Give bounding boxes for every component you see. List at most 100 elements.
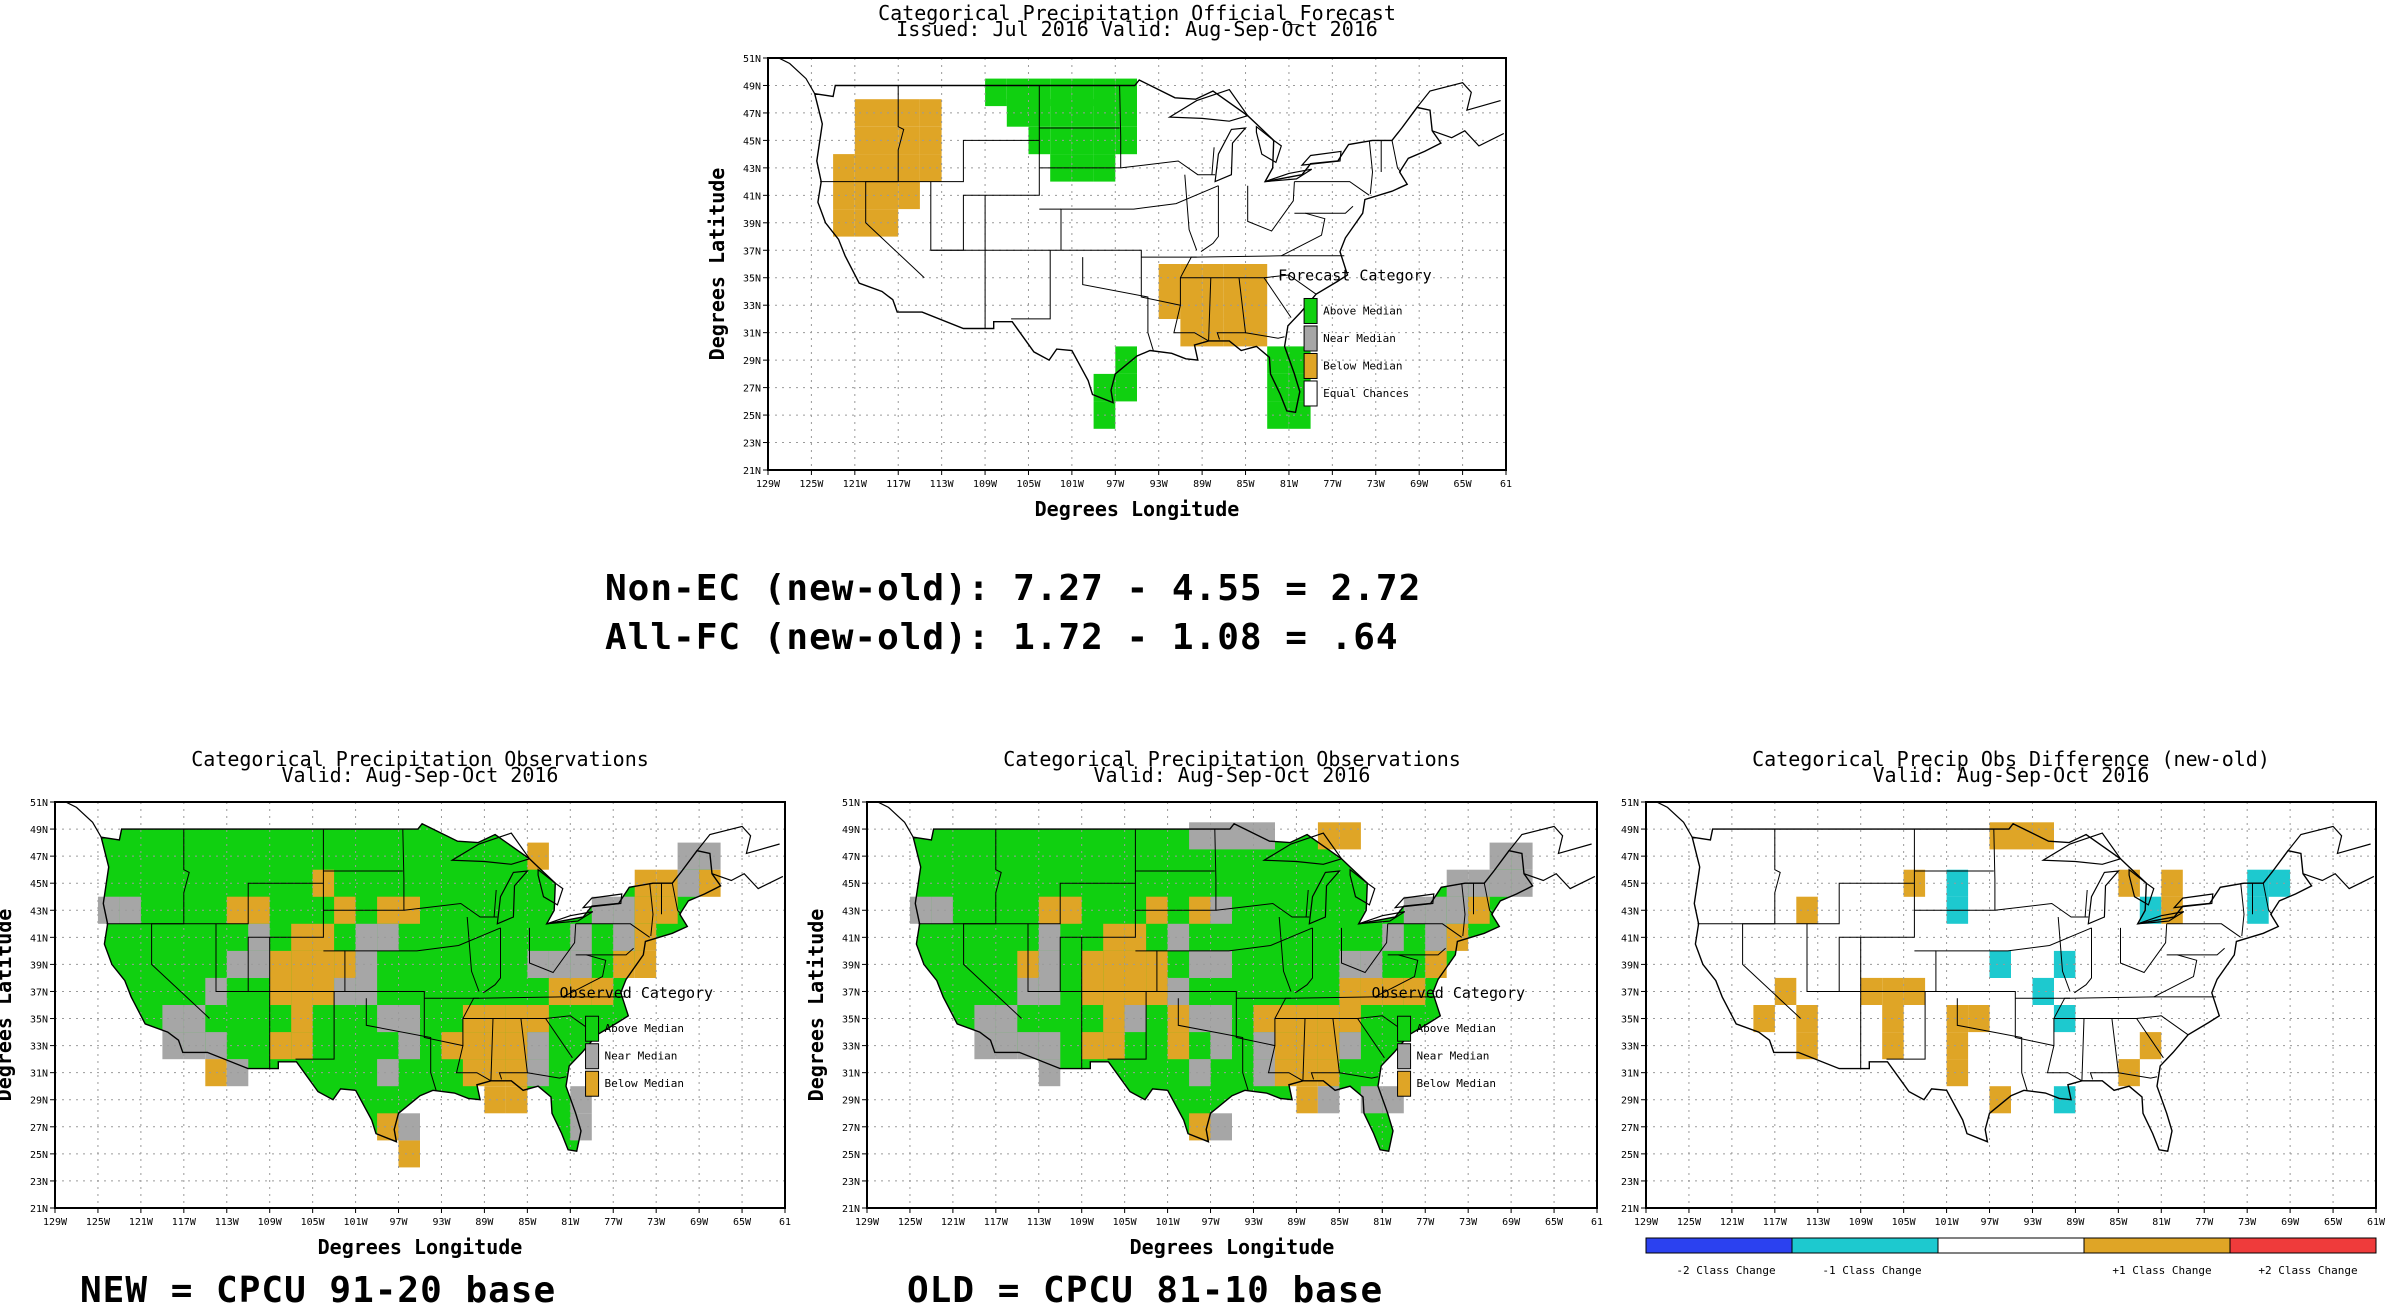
grid-cell-near	[355, 923, 378, 951]
grid-cell-near	[183, 1005, 206, 1033]
great-lake	[2041, 832, 2122, 865]
state-border	[930, 85, 1040, 251]
state-border	[1295, 927, 1313, 994]
state-border	[2166, 923, 2241, 938]
legend-swatch-above	[1303, 297, 1318, 324]
x-tick-label: 129W	[855, 1217, 880, 1228]
y-tick-label: 31N	[743, 329, 761, 340]
y-tick-label: 45N	[743, 136, 761, 147]
great-lake	[2137, 911, 2185, 925]
us-outline	[100, 822, 722, 1152]
y-tick-label: 31N	[30, 1069, 48, 1080]
x-tick-label: 81W	[1373, 1217, 1392, 1228]
great-lake	[1264, 168, 1313, 183]
y-tick-label: 51N	[30, 798, 48, 809]
state-border	[2046, 1045, 2083, 1082]
state-border	[1697, 882, 1915, 925]
great-lake	[1308, 870, 1341, 925]
y-tick-label: 35N	[842, 1015, 860, 1026]
y-tick-label: 35N	[1621, 1015, 1639, 1026]
map-group	[1646, 802, 2376, 1208]
grid-cell-plus1	[1989, 822, 2011, 850]
grid-cell-near	[377, 1059, 399, 1087]
great-lake	[546, 911, 594, 925]
grid-cell-below	[1223, 291, 1246, 319]
x-tick-label: 93W	[2023, 1217, 2042, 1228]
state-border	[424, 996, 625, 999]
y-tick-label: 41N	[1621, 933, 1639, 944]
x-tick-label: 109W	[1849, 1217, 1874, 1228]
state-border	[215, 829, 324, 992]
state-border	[151, 829, 210, 1019]
state-border	[1294, 181, 1370, 196]
all-fc-statement: All-FC (new-old): 1.72 - 1.08 = .64	[605, 617, 1399, 658]
legend-swatch-below	[1397, 1070, 1412, 1097]
y-tick-label: 49N	[743, 81, 761, 92]
grid-cell-below	[1274, 1032, 1297, 1060]
obs-new-map-panel: Categorical Precipitation Observations Va…	[0, 746, 812, 1266]
grid-cell-near	[1210, 1005, 1232, 1033]
y-tick-label: 39N	[842, 960, 860, 971]
y-tick-label: 45N	[1621, 879, 1639, 890]
grid-cell-near	[1210, 1113, 1232, 1141]
grid-cell-above	[1267, 373, 1289, 402]
map-group	[867, 802, 1597, 1208]
coastline	[1655, 802, 1693, 838]
grid-cell-near	[1511, 869, 1533, 897]
colorbar-label-plus1: +1 Class Change	[2112, 1264, 2211, 1277]
state-border	[918, 882, 1136, 925]
x-tick-label: 101W	[1156, 1217, 1181, 1228]
colorbar-label-plus2: +2 Class Change	[2258, 1264, 2357, 1277]
state-border	[1267, 1045, 1304, 1082]
grid-cell-above	[1288, 401, 1311, 429]
y-tick-label: 49N	[1621, 825, 1639, 836]
state-border	[490, 1018, 494, 1081]
grid-cell-near	[677, 869, 700, 897]
grid-cell-below	[833, 209, 855, 237]
grid-cell-near	[1446, 896, 1469, 924]
y-tick-label: 29N	[743, 356, 761, 367]
state-border	[1461, 883, 1466, 937]
x-tick-label: 65W	[733, 1217, 752, 1228]
state-border	[1135, 829, 1217, 911]
legend-label-below: Below Median	[1417, 1077, 1496, 1090]
state-border	[1310, 1018, 1340, 1080]
grid-cell-near	[97, 896, 120, 924]
state-border	[1956, 998, 2028, 1091]
coastline	[696, 825, 780, 855]
coastline	[711, 872, 784, 890]
state-border	[1120, 160, 1216, 176]
colorbar-label-minus2: -2 Class Change	[1676, 1264, 1775, 1277]
colorbar-segment-minus2	[1645, 1237, 1793, 1254]
y-tick-label: 25N	[842, 1150, 860, 1161]
y-tick-label: 25N	[743, 411, 761, 422]
state-border	[1935, 927, 2092, 992]
x-tick-label: 73W	[647, 1217, 666, 1228]
y-tick-label: 49N	[30, 825, 48, 836]
y-tick-label: 47N	[842, 852, 860, 863]
legend-swatch-below	[585, 1070, 600, 1097]
state-border	[2118, 1072, 2158, 1079]
x-tick-label: 93W	[432, 1217, 451, 1228]
x-tick-label: 77W	[1416, 1217, 1435, 1228]
colorbar-segment-plus2	[2229, 1237, 2377, 1254]
great-lake	[1262, 832, 1343, 865]
grid-cell-above	[1050, 126, 1072, 155]
y-tick-label: 21N	[30, 1204, 48, 1215]
chart-subtitle: Valid: Aug-Sep-Oct 2016	[1873, 763, 2150, 787]
grid-cell-below	[1167, 1032, 1190, 1060]
state-border	[1216, 277, 1247, 340]
state-border	[1060, 185, 1219, 251]
state-border	[462, 1015, 598, 1036]
y-tick-label: 43N	[1621, 906, 1639, 917]
grid-cell-below	[484, 1059, 506, 1087]
grid-cell-plus1	[1968, 1005, 1990, 1033]
y-tick-label: 37N	[30, 987, 48, 998]
grid-cell-near	[1189, 1059, 1211, 1087]
state-border	[1156, 927, 1313, 992]
grid-cell-near	[398, 1032, 420, 1060]
grid-cell-near	[1210, 950, 1232, 978]
state-border	[106, 882, 324, 925]
legend-swatch-below	[1303, 352, 1318, 379]
grid-cell-plus1	[2011, 822, 2033, 850]
